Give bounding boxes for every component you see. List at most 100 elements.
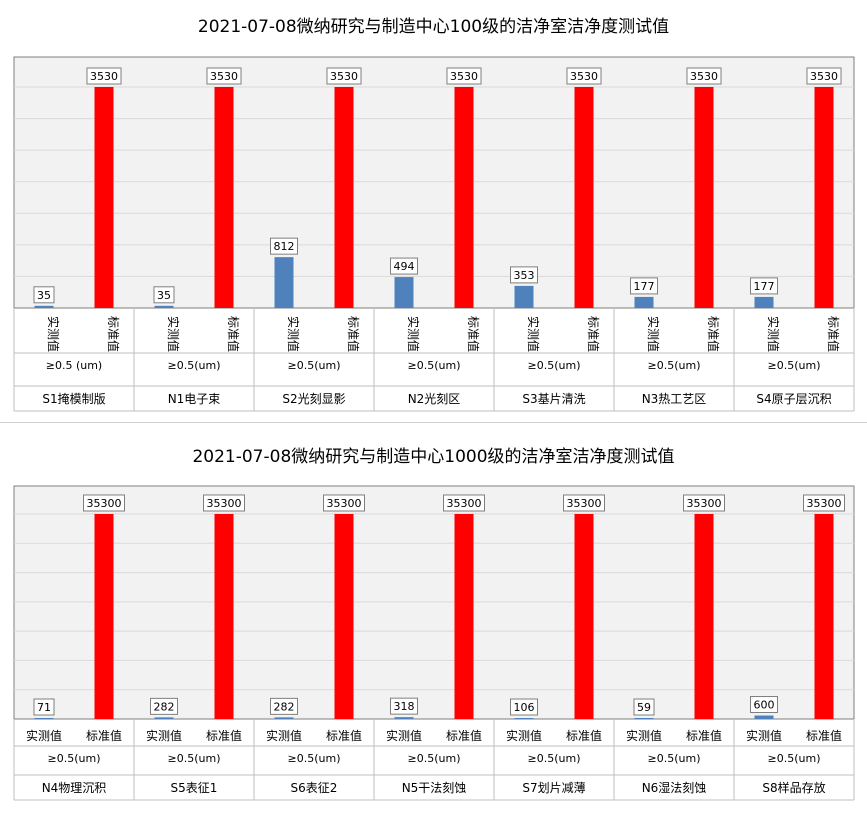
plot-area — [13, 56, 855, 309]
measured-bar — [754, 715, 774, 719]
data-label-box — [510, 698, 538, 716]
data-label: 3530 — [90, 70, 118, 83]
location-label: N4物理沉积 — [42, 781, 107, 795]
series-label: 标准值 — [706, 316, 721, 352]
data-label-box — [203, 494, 245, 512]
data-label-box — [326, 67, 362, 85]
standard-bar — [574, 514, 594, 719]
location-label: S1掩模制版 — [42, 392, 105, 406]
standard-bar — [694, 514, 714, 719]
size-label: ≥0.5 (um) — [46, 359, 102, 372]
data-label-box — [510, 266, 538, 284]
data-label: 3530 — [810, 70, 838, 83]
series-label: 实测值 — [286, 316, 301, 352]
series-label: 实测值 — [746, 728, 782, 743]
measured-bar — [154, 305, 174, 308]
data-label-box — [633, 698, 655, 716]
data-label: 282 — [274, 700, 295, 713]
data-label: 35300 — [687, 497, 722, 510]
data-label-box — [270, 697, 298, 715]
chart-panel-100: 2021-07-08微纳研究与制造中心100级的洁净室洁净度测试值 35 实测值 3… — [13, 17, 855, 412]
series-label: 标准值 — [586, 316, 601, 352]
data-label: 812 — [274, 240, 295, 253]
series-label: 实测值 — [506, 728, 542, 743]
data-label-box — [33, 286, 55, 304]
chart-100-svg: 35 实测值 3530 标准值 ≥0.5 (um) S1掩模制版 35 实测值 3530 标准值 ≥… — [13, 56, 855, 412]
standard-bar — [454, 87, 474, 308]
size-label: ≥0.5(um) — [408, 752, 461, 765]
data-label-box — [83, 494, 125, 512]
measured-bar — [514, 285, 534, 308]
chart-panel-1000: 2021-07-08微纳研究与制造中心1000级的洁净室洁净度测试值 71 实测值… — [0, 426, 867, 814]
data-label-box — [390, 697, 418, 715]
location-label: N5干法刻蚀 — [402, 781, 467, 795]
measured-bar — [274, 257, 294, 308]
series-label: 实测值 — [626, 728, 662, 743]
data-label-box — [630, 277, 658, 295]
data-label: 353 — [514, 269, 535, 282]
data-label: 3530 — [210, 70, 238, 83]
series-label: 实测值 — [766, 316, 781, 352]
data-label: 35 — [37, 289, 51, 302]
location-label: N1电子束 — [168, 392, 221, 406]
measured-bar — [634, 718, 654, 719]
standard-bar — [334, 87, 354, 308]
series-label: 标准值 — [466, 316, 481, 352]
series-label: 实测值 — [26, 728, 62, 743]
measured-bar — [634, 296, 654, 308]
series-label: 实测值 — [406, 316, 421, 352]
data-label: 35300 — [807, 497, 842, 510]
measured-bar — [274, 717, 294, 719]
data-label: 106 — [514, 701, 535, 714]
location-label: S3基片清洗 — [522, 392, 585, 406]
size-label: ≥0.5(um) — [48, 752, 101, 765]
series-label: 标准值 — [566, 728, 602, 743]
series-label: 实测值 — [146, 728, 182, 743]
location-label: S7划片减薄 — [522, 780, 585, 795]
data-label-box — [150, 697, 178, 715]
data-label-box — [443, 494, 485, 512]
standard-bar — [694, 87, 714, 308]
size-label: ≥0.5(um) — [408, 359, 461, 372]
size-label: ≥0.5(um) — [768, 359, 821, 372]
size-label: ≥0.5(um) — [768, 752, 821, 765]
data-label-box — [566, 67, 602, 85]
data-label: 35 — [157, 289, 171, 302]
size-label: ≥0.5(um) — [528, 359, 581, 372]
data-label-box — [153, 286, 175, 304]
location-label: S2光刻显影 — [282, 392, 345, 406]
series-label: 标准值 — [226, 316, 241, 352]
location-label: S6表征2 — [291, 781, 338, 795]
measured-bar — [754, 296, 774, 308]
data-label: 177 — [634, 280, 655, 293]
location-label: N6湿法刻蚀 — [642, 780, 707, 795]
measured-bar — [34, 305, 54, 308]
data-label-box — [806, 67, 842, 85]
data-label: 3530 — [330, 70, 358, 83]
standard-bar — [454, 514, 474, 719]
chart-title-100: 2021-07-08微纳研究与制造中心100级的洁净室洁净度测试值 — [197, 17, 670, 37]
standard-bar — [334, 514, 354, 719]
data-label: 35300 — [207, 497, 242, 510]
series-label: 标准值 — [826, 316, 841, 352]
chart-1000-svg: 71 实测值 35300 标准值 ≥0.5(um) N4物理沉积 282 实测值 35300 标准… — [13, 485, 855, 801]
data-label: 3530 — [570, 70, 598, 83]
data-label-box — [750, 696, 778, 714]
location-label: S5表征1 — [171, 781, 218, 795]
data-label-box — [86, 67, 122, 85]
size-label: ≥0.5(um) — [528, 752, 581, 765]
standard-bar — [214, 514, 234, 719]
standard-bar — [574, 87, 594, 308]
measured-bar — [154, 717, 174, 719]
data-label-box — [686, 67, 722, 85]
data-label: 600 — [754, 699, 775, 712]
data-label: 35300 — [567, 497, 602, 510]
data-label: 318 — [394, 700, 415, 713]
measured-bar — [394, 717, 414, 719]
standard-bar — [814, 87, 834, 308]
data-label-box — [446, 67, 482, 85]
data-label-box — [563, 494, 605, 512]
series-label: 实测值 — [526, 316, 541, 352]
series-label: 实测值 — [266, 728, 302, 743]
series-label: 实测值 — [386, 728, 422, 743]
